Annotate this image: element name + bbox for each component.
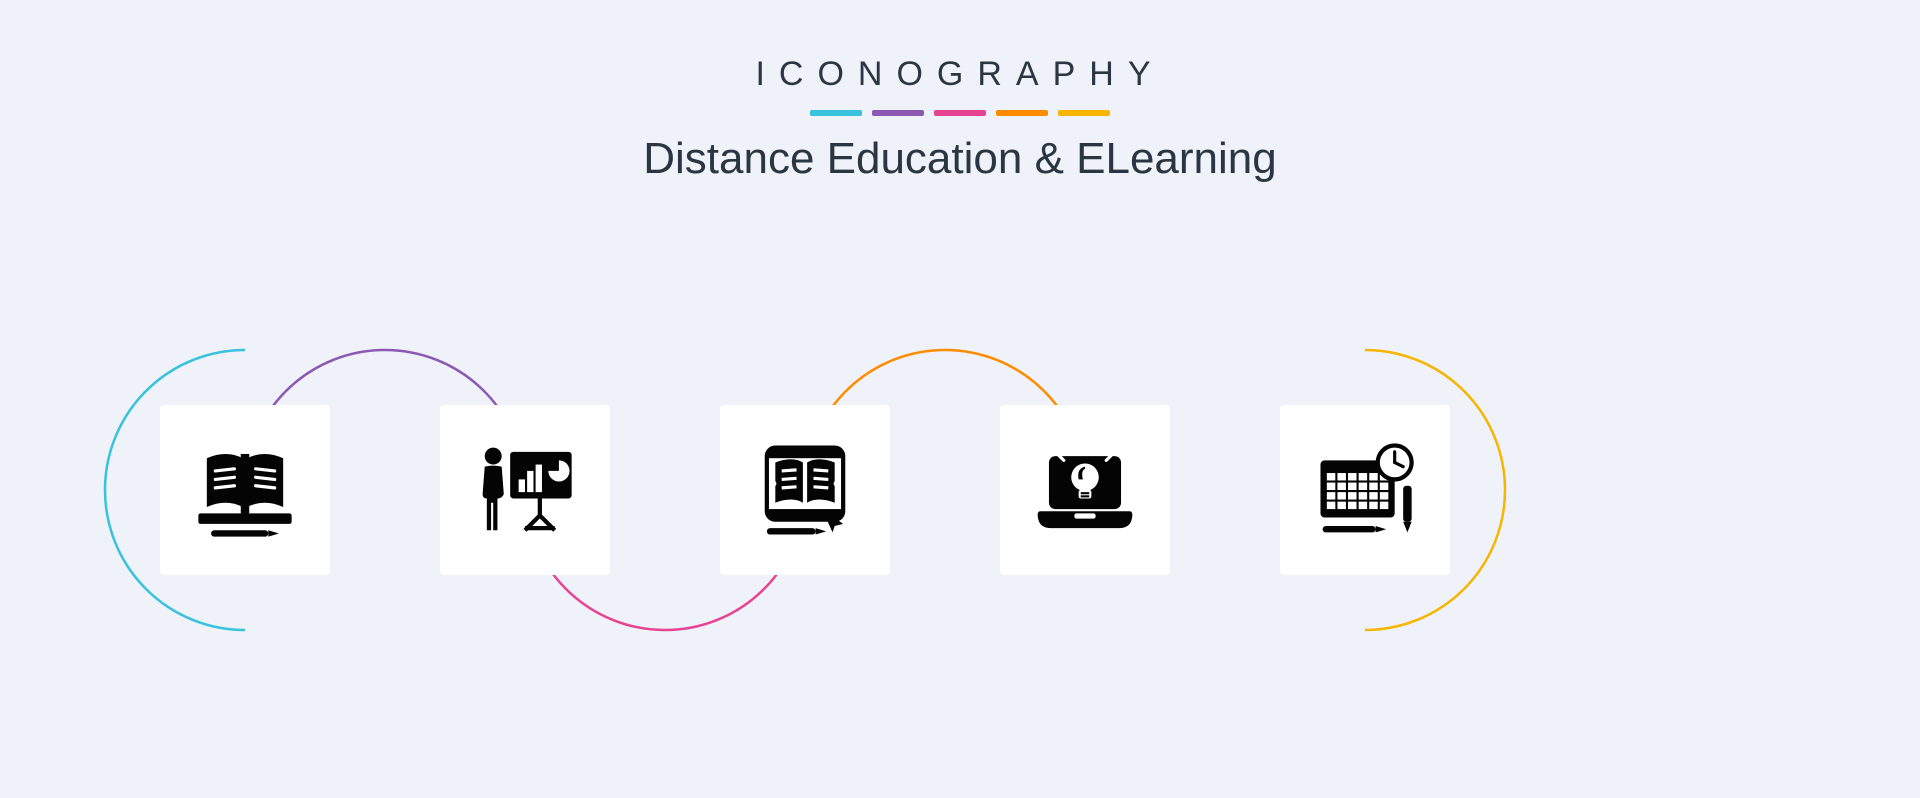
icon-card [160, 405, 330, 575]
presentation-icon [472, 437, 578, 543]
accent-bar [872, 110, 924, 116]
laptop-idea-icon [1032, 437, 1138, 543]
ebook-phone-icon [752, 437, 858, 543]
icon-card [720, 405, 890, 575]
accent-bar [810, 110, 862, 116]
open-book-icon [192, 437, 298, 543]
icon-card [1000, 405, 1170, 575]
accent-bar [934, 110, 986, 116]
accent-bar [996, 110, 1048, 116]
accent-bar [1058, 110, 1110, 116]
schedule-icon [1312, 437, 1418, 543]
subtitle: Distance Education & ELearning [0, 134, 1920, 184]
header: ICONOGRAPHY Distance Education & ELearni… [0, 55, 1920, 184]
brand-title: ICONOGRAPHY [0, 55, 1920, 94]
icon-card [440, 405, 610, 575]
icon-card [1280, 405, 1450, 575]
accent-bars [0, 110, 1920, 116]
